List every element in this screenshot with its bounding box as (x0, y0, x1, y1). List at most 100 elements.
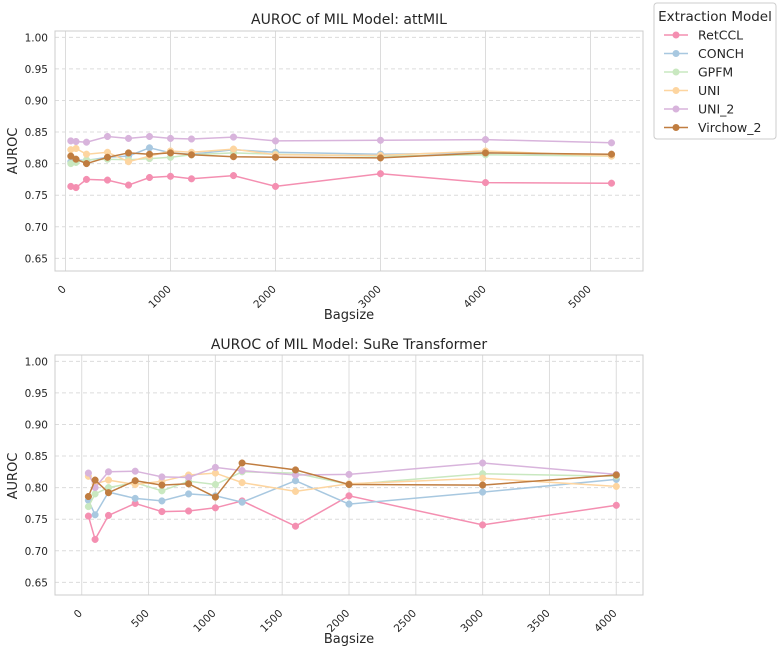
series-retccl (67, 170, 616, 192)
data-point (229, 133, 238, 141)
x-tick-label: 4000 (461, 283, 488, 310)
data-point (124, 134, 133, 142)
data-point (72, 184, 80, 192)
legend-entry: UNI_2 (664, 102, 734, 117)
y-tick-label: 0.95 (25, 388, 48, 400)
data-point (271, 182, 280, 190)
data-point (607, 139, 616, 147)
data-point (376, 154, 385, 162)
data-point (72, 137, 80, 146)
data-point (82, 160, 91, 168)
data-point (211, 493, 219, 501)
data-point (84, 492, 92, 501)
legend-swatch-marker (672, 124, 680, 131)
x-tick-label: 0 (72, 607, 85, 620)
legend-entry: Virchow_2 (664, 120, 761, 135)
legend-swatch-marker (672, 50, 680, 57)
y-tick-label: 0.95 (25, 64, 48, 76)
data-point (84, 503, 92, 511)
data-point (271, 137, 280, 145)
data-point (72, 144, 80, 153)
chart-title: AUROC of MIL Model: SuRe Transformer (211, 337, 488, 353)
data-point (166, 149, 175, 157)
x-tick-label: 2000 (251, 283, 278, 310)
data-point (82, 138, 91, 146)
data-point (345, 470, 353, 478)
x-tick-label: 3000 (459, 607, 486, 634)
data-point (481, 179, 490, 187)
x-tick-label: 4000 (592, 607, 619, 634)
data-point (479, 521, 487, 529)
data-point (271, 153, 280, 161)
data-point (91, 490, 99, 498)
y-tick-label: 0.85 (25, 127, 48, 139)
data-point (291, 487, 300, 495)
data-point (82, 150, 91, 158)
data-point (104, 511, 113, 519)
plot-frame (54, 30, 644, 272)
series-line (87, 478, 617, 517)
series-uni-2 (67, 132, 616, 147)
data-point (185, 480, 193, 488)
data-point (82, 175, 91, 183)
data-point (238, 467, 246, 475)
data-point (238, 459, 246, 467)
legend-entry: CONCH (664, 46, 744, 61)
data-point (124, 158, 133, 166)
data-point (211, 463, 219, 471)
x-tick-label: 3000 (356, 283, 383, 310)
data-point (345, 500, 353, 508)
y-tick-label: 0.90 (25, 95, 48, 107)
x-tick-label: 2500 (392, 607, 419, 634)
data-point (376, 136, 385, 144)
x-tick-label: 2000 (325, 607, 352, 634)
series-uni-2 (84, 459, 620, 492)
data-point (104, 468, 113, 476)
data-point (479, 474, 487, 482)
data-point (607, 179, 616, 187)
data-point (229, 145, 238, 153)
data-point (185, 507, 193, 515)
data-point (158, 497, 166, 505)
data-point (481, 136, 490, 144)
data-point (481, 149, 490, 157)
data-point (91, 476, 99, 484)
x-tick-label: 1000 (146, 283, 173, 310)
data-point (187, 151, 196, 159)
data-point (131, 467, 139, 475)
x-tick-label: 5000 (566, 283, 593, 310)
legend-entry: UNI (664, 83, 720, 98)
legend-entry: GPFM (664, 65, 733, 80)
plot-frame (54, 354, 644, 596)
data-point (229, 172, 238, 180)
data-point (145, 173, 154, 182)
data-point (158, 473, 166, 481)
data-point (185, 473, 193, 482)
y-tick-label: 1.00 (25, 356, 48, 368)
chart-panel-sure-transformer: AUROC of MIL Model: SuRe Transformer Bag… (6, 337, 644, 647)
legend-label: CONCH (698, 46, 744, 61)
data-point (612, 482, 620, 490)
data-point (124, 181, 133, 189)
y-tick-label: 0.80 (25, 483, 48, 495)
data-point (91, 535, 99, 543)
data-point (158, 481, 166, 489)
data-point (166, 172, 175, 180)
data-point (124, 149, 133, 157)
data-point (187, 135, 196, 143)
data-point (345, 492, 353, 500)
data-point (376, 170, 385, 178)
data-point (145, 150, 154, 158)
legend-label: GPFM (698, 65, 733, 80)
data-point (84, 469, 92, 477)
legend-swatch-marker (672, 68, 680, 76)
data-point (238, 498, 246, 506)
y-axis-label: AUROC (6, 128, 21, 175)
legend-title: Extraction Model (658, 9, 772, 25)
x-axis-label: Bagsize (324, 632, 374, 647)
data-point (72, 155, 80, 163)
y-tick-label: 0.85 (25, 451, 48, 463)
legend-label: Virchow_2 (698, 120, 761, 135)
data-point (607, 150, 616, 158)
legend-swatch-marker (672, 87, 680, 94)
